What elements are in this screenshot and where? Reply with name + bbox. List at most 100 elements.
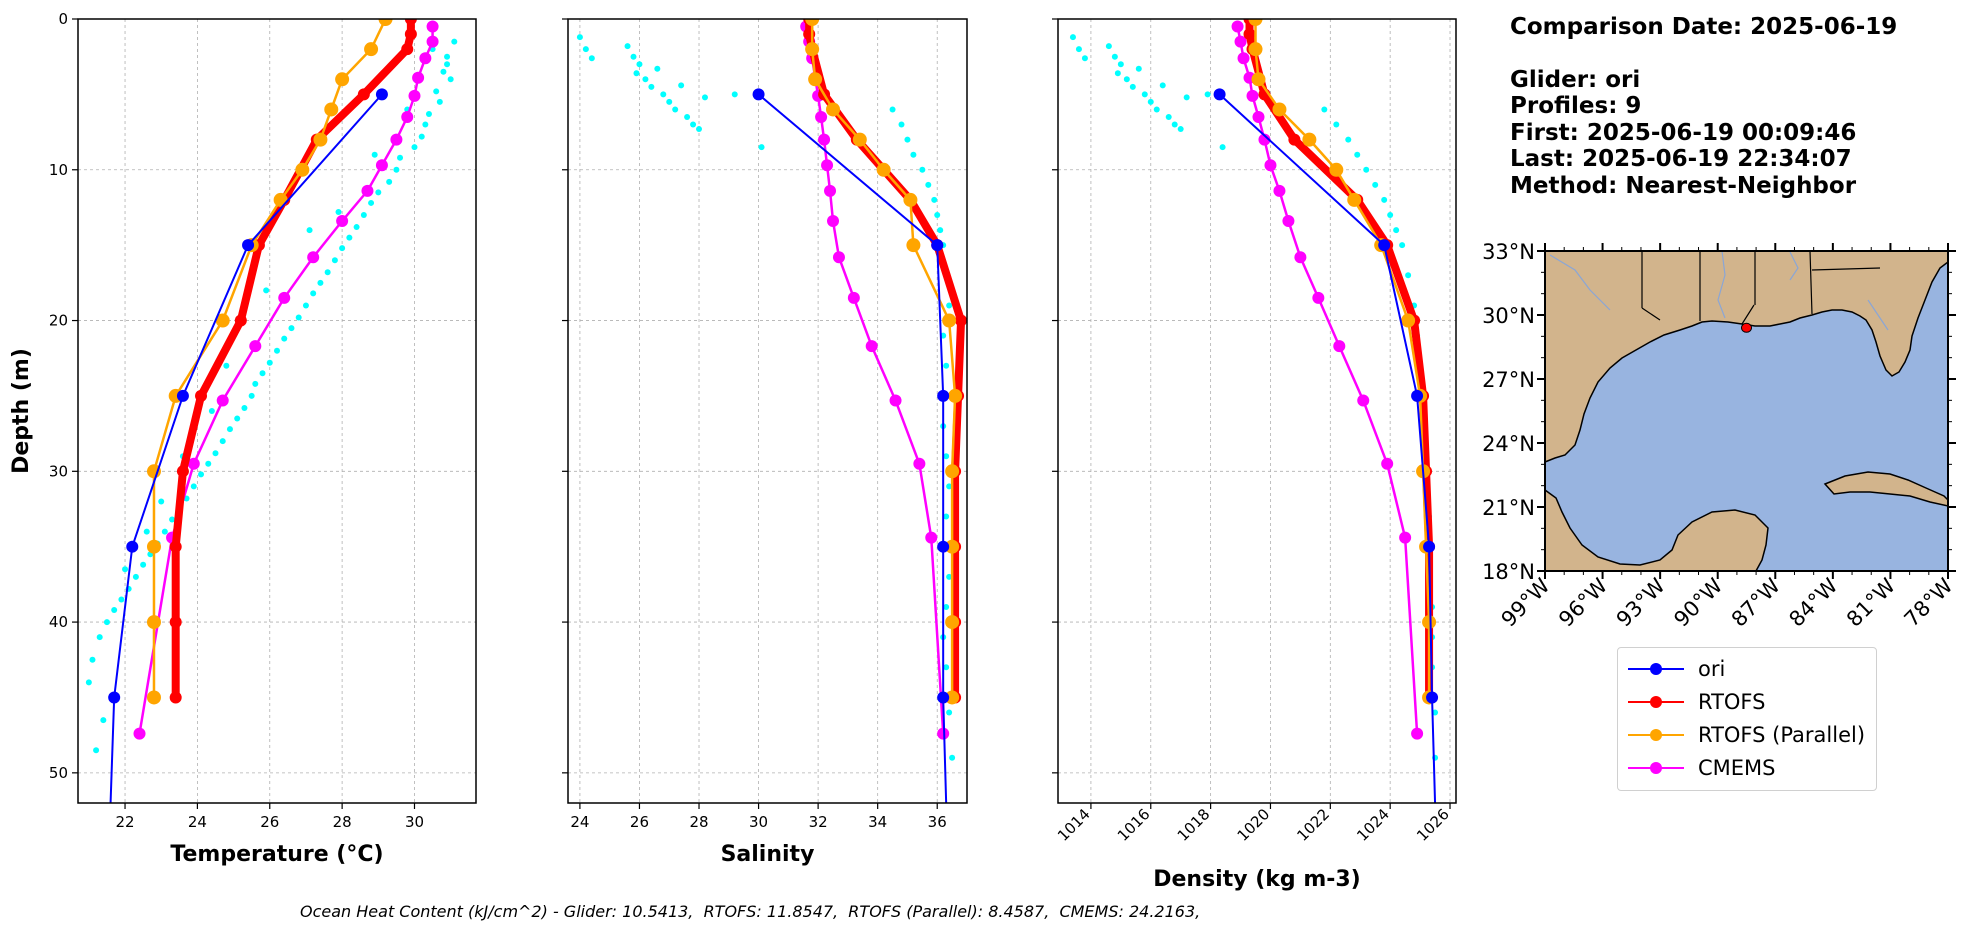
series-marker bbox=[146, 464, 161, 479]
series-marker bbox=[336, 215, 349, 228]
series-marker bbox=[408, 89, 421, 102]
raw-data-point bbox=[1387, 212, 1394, 218]
raw-data-point bbox=[433, 88, 440, 95]
x-axis-label: Density (kg m-3) bbox=[1153, 867, 1361, 892]
raw-data-point bbox=[85, 679, 92, 686]
raw-data-point bbox=[624, 43, 631, 50]
series-marker bbox=[942, 313, 957, 328]
axes-frame bbox=[1057, 18, 1457, 804]
legend-item-rtofs: RTOFS bbox=[1628, 687, 1765, 717]
raw-data-point bbox=[943, 604, 950, 610]
raw-data-point bbox=[158, 498, 165, 505]
lon-label: 96°W bbox=[1554, 573, 1612, 631]
panel-3: 1014 1016 1018 1020 1022 1024 1026 Density (kg … bbox=[1052, 18, 1457, 892]
raw-data-point bbox=[701, 94, 708, 101]
raw-data-point bbox=[1111, 53, 1118, 60]
legend-item-ori: ori bbox=[1628, 654, 1725, 684]
series-marker bbox=[295, 162, 310, 177]
series-marker bbox=[945, 539, 960, 554]
legend-swatch-rtofs-parallel bbox=[1628, 729, 1684, 741]
series-marker bbox=[1252, 111, 1265, 123]
series-marker bbox=[1273, 184, 1286, 197]
y-tick-label: 10 bbox=[49, 161, 68, 179]
raw-data-point bbox=[212, 450, 219, 457]
raw-data-point bbox=[1105, 43, 1112, 50]
raw-data-point bbox=[1081, 55, 1088, 62]
raw-data-point bbox=[259, 370, 266, 377]
raw-data-point bbox=[1372, 181, 1379, 188]
series-marker bbox=[1411, 389, 1424, 402]
raw-data-point bbox=[1159, 82, 1166, 89]
series-marker bbox=[375, 159, 388, 172]
raw-data-point bbox=[946, 483, 953, 490]
map-land-mexico bbox=[1544, 488, 1769, 572]
raw-data-point bbox=[678, 82, 685, 89]
series-marker bbox=[847, 291, 860, 304]
series-marker bbox=[426, 20, 439, 33]
x-tick-label: 1024 bbox=[1353, 805, 1393, 845]
x-tick-label: 24 bbox=[570, 813, 589, 831]
raw-data-point bbox=[393, 166, 400, 173]
lon-label: 90°W bbox=[1669, 573, 1727, 631]
series-marker bbox=[832, 251, 845, 264]
series-marker bbox=[1333, 340, 1346, 353]
series-marker bbox=[1237, 52, 1250, 65]
series-marker bbox=[176, 465, 189, 478]
series-marker bbox=[401, 43, 414, 56]
raw-data-point bbox=[1183, 94, 1190, 101]
raw-data-point bbox=[169, 516, 176, 523]
lon-label: 78°W bbox=[1900, 573, 1958, 631]
series-marker bbox=[278, 291, 291, 304]
series-marker bbox=[937, 727, 950, 740]
y-tick-label: 30 bbox=[49, 462, 68, 480]
raw-data-point bbox=[925, 181, 932, 188]
series-marker bbox=[903, 192, 918, 207]
axes-frame bbox=[77, 18, 477, 804]
raw-data-point bbox=[447, 76, 454, 83]
x-tick-label: 22 bbox=[115, 813, 134, 831]
series-marker bbox=[826, 102, 841, 117]
series-marker bbox=[364, 42, 379, 57]
raw-data-point bbox=[241, 404, 248, 411]
series-marker bbox=[404, 19, 417, 25]
raw-data-point bbox=[324, 269, 331, 276]
series-marker bbox=[1234, 35, 1247, 48]
legend-swatch-rtofs bbox=[1628, 696, 1684, 708]
series-marker bbox=[948, 388, 963, 403]
x-tick-label: 28 bbox=[689, 813, 708, 831]
series-marker bbox=[925, 531, 938, 544]
series-marker bbox=[169, 691, 182, 704]
legend-label-rtofs: RTOFS bbox=[1698, 690, 1766, 714]
raw-data-point bbox=[1204, 91, 1211, 98]
series-marker bbox=[234, 314, 247, 327]
raw-data-point bbox=[89, 656, 96, 663]
raw-data-point bbox=[302, 302, 309, 309]
series-marker bbox=[108, 691, 121, 704]
raw-data-point bbox=[122, 566, 129, 573]
raw-data-point bbox=[118, 596, 125, 603]
series-marker bbox=[313, 132, 328, 147]
raw-data-point bbox=[660, 91, 667, 98]
raw-data-point bbox=[642, 76, 649, 83]
series-marker bbox=[1231, 20, 1244, 33]
y-tick-label: 20 bbox=[49, 312, 68, 330]
series-marker bbox=[1411, 727, 1424, 740]
legend-item-rtofs-parallel: RTOFS (Parallel) bbox=[1628, 720, 1865, 750]
legend-swatch-cmems bbox=[1628, 762, 1684, 774]
raw-data-point bbox=[910, 151, 917, 158]
raw-data-point bbox=[1117, 61, 1124, 68]
series-marker bbox=[906, 238, 921, 253]
raw-data-point bbox=[444, 61, 451, 68]
raw-data-point bbox=[360, 212, 367, 218]
last-time: Last: 2025-06-19 22:34:07 bbox=[1510, 146, 1852, 172]
first-time: First: 2025-06-19 00:09:46 bbox=[1510, 119, 1857, 146]
series-marker bbox=[169, 616, 182, 629]
x-tick-label: 26 bbox=[260, 813, 279, 831]
series-marker bbox=[412, 71, 425, 84]
raw-data-point bbox=[310, 290, 317, 297]
raw-data-point bbox=[353, 224, 360, 231]
raw-data-point bbox=[1393, 227, 1400, 234]
series-marker bbox=[1246, 89, 1259, 102]
series-marker bbox=[852, 132, 867, 147]
